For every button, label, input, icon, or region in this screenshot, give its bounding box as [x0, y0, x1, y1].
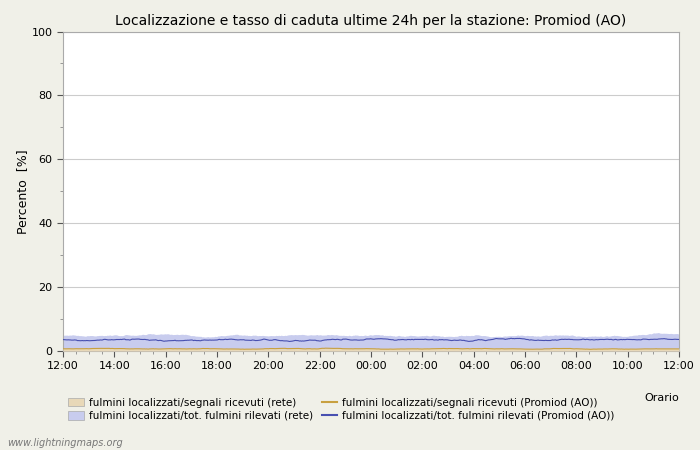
Title: Localizzazione e tasso di caduta ultime 24h per la stazione: Promiod (AO): Localizzazione e tasso di caduta ultime … — [116, 14, 626, 27]
Y-axis label: Percento  [%]: Percento [%] — [16, 149, 29, 234]
Text: Orario: Orario — [644, 392, 679, 403]
Text: www.lightningmaps.org: www.lightningmaps.org — [7, 438, 122, 448]
Legend: fulmini localizzati/segnali ricevuti (rete), fulmini localizzati/tot. fulmini ri: fulmini localizzati/segnali ricevuti (re… — [68, 398, 615, 421]
